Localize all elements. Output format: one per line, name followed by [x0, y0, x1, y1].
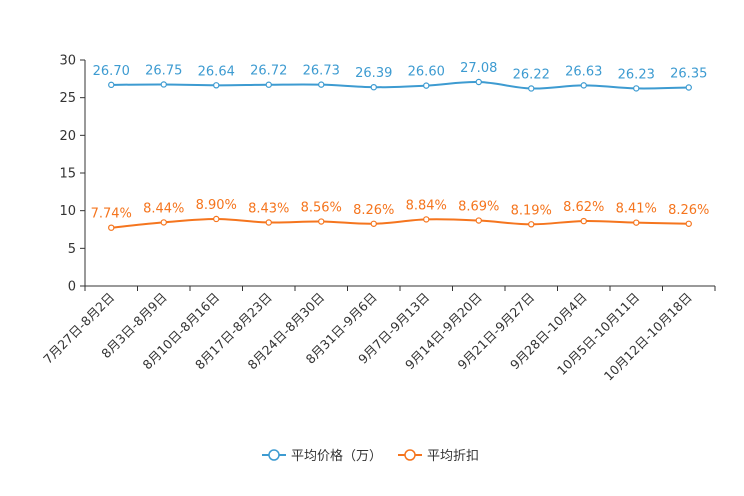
- data-label: 8.90%: [196, 198, 237, 213]
- data-label: 8.62%: [563, 200, 604, 215]
- data-point: [160, 219, 167, 226]
- data-label: 26.73: [303, 64, 340, 79]
- data-point: [160, 81, 167, 88]
- data-label: 7.74%: [91, 207, 132, 222]
- data-point: [108, 224, 115, 231]
- series-layer: 26.70 26.75 26.64 26.72 26.73 26.39 26.60 27.08…: [91, 61, 709, 231]
- legend-marker-icon: [404, 449, 416, 461]
- data-label: 8.84%: [406, 198, 447, 213]
- data-label: 26.23: [618, 67, 655, 82]
- data-label: 8.56%: [301, 201, 342, 216]
- data-point: [423, 82, 430, 89]
- legend-label: 平均价格（万）: [291, 448, 382, 464]
- data-point: [213, 82, 220, 89]
- data-label: 26.64: [198, 64, 235, 79]
- y-tick-label: 10: [59, 204, 76, 219]
- data-point: [423, 216, 430, 223]
- data-point: [370, 220, 377, 227]
- data-point: [528, 221, 535, 228]
- data-point: [265, 81, 272, 88]
- x-axis-labels: 7月27日-8月2日8月3日-8月9日8月10日-8月16日8月17日-8月23…: [40, 290, 695, 384]
- legend-marker-icon: [268, 449, 280, 461]
- series-2: 7.74% 8.44% 8.90% 8.43% 8.56% 8.26% 8.84% 8.69%…: [91, 198, 709, 231]
- data-label: 26.75: [145, 63, 182, 78]
- data-label: 26.35: [670, 66, 707, 81]
- legend-item-1[interactable]: 平均价格（万）: [262, 448, 382, 464]
- y-tick-label: 20: [59, 129, 76, 144]
- y-tick-label: 5: [68, 242, 76, 257]
- data-point: [475, 217, 482, 224]
- data-point: [580, 217, 587, 225]
- axes: 0 5 10 15 20 25 30: [59, 54, 716, 295]
- data-point: [633, 219, 640, 226]
- data-point: [108, 81, 115, 89]
- data-point: [685, 220, 692, 227]
- y-tick-label: 15: [59, 167, 76, 182]
- data-label: 26.72: [250, 64, 287, 79]
- legend-item-2[interactable]: 平均折扣: [398, 449, 479, 464]
- data-label: 8.69%: [458, 200, 499, 215]
- data-point: [318, 218, 325, 225]
- legend[interactable]: 平均价格（万） 平均折扣: [262, 448, 479, 464]
- data-label: 8.26%: [668, 203, 709, 218]
- data-label: 8.44%: [143, 201, 184, 216]
- data-label: 26.70: [93, 64, 130, 79]
- data-point: [370, 83, 377, 91]
- series-1: 26.70 26.75 26.64 26.72 26.73 26.39 26.60 27.08…: [93, 61, 707, 92]
- series-line: [111, 80, 689, 90]
- data-label: 26.22: [513, 67, 550, 82]
- y-tick-label: 30: [59, 54, 76, 69]
- data-label: 8.19%: [511, 203, 552, 218]
- data-label: 27.08: [460, 61, 497, 76]
- y-tick-label: 0: [68, 280, 76, 295]
- data-point: [318, 81, 325, 88]
- data-label: 26.63: [565, 64, 602, 79]
- series-line: [111, 217, 689, 229]
- data-point: [475, 78, 482, 86]
- data-point: [213, 215, 220, 223]
- data-point: [685, 84, 692, 91]
- y-tick-label: 25: [59, 91, 76, 106]
- data-point: [265, 219, 272, 226]
- data-label: 8.43%: [248, 201, 289, 216]
- x-tick-label: 10月12日-10月18日: [601, 290, 695, 384]
- legend-label: 平均折扣: [427, 449, 479, 464]
- data-point: [528, 85, 535, 92]
- data-label: 8.26%: [353, 203, 394, 218]
- data-label: 26.60: [408, 65, 445, 80]
- data-label: 26.39: [355, 66, 392, 81]
- data-point: [580, 82, 587, 89]
- data-label: 8.41%: [616, 202, 657, 217]
- data-point: [633, 85, 640, 92]
